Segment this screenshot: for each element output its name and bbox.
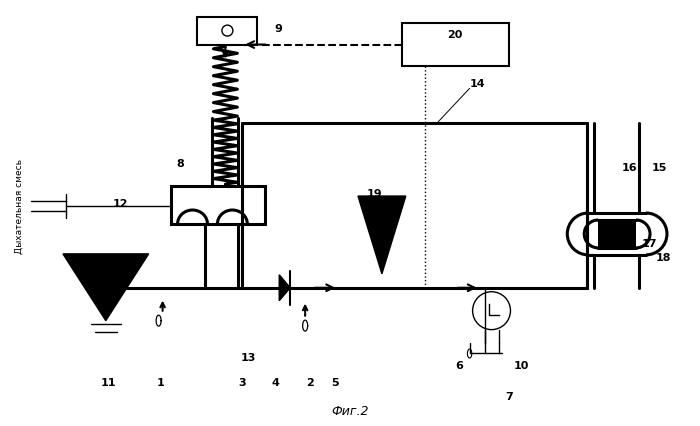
Polygon shape xyxy=(279,275,290,301)
Text: Фиг.2: Фиг.2 xyxy=(331,405,369,418)
Text: 1: 1 xyxy=(157,378,164,389)
Text: 16: 16 xyxy=(622,163,637,173)
Polygon shape xyxy=(63,254,148,321)
Text: 2: 2 xyxy=(307,378,314,389)
Text: 6: 6 xyxy=(456,360,463,371)
Text: 15: 15 xyxy=(651,163,666,173)
Bar xyxy=(598,220,636,248)
Text: 4: 4 xyxy=(272,378,279,389)
Text: 13: 13 xyxy=(241,353,256,363)
Text: 19: 19 xyxy=(367,189,383,199)
Text: 3: 3 xyxy=(239,378,246,389)
Text: 7: 7 xyxy=(505,392,513,403)
Bar xyxy=(171,186,265,224)
Text: 17: 17 xyxy=(641,239,657,249)
Text: 8: 8 xyxy=(176,159,184,169)
Text: 5: 5 xyxy=(331,378,339,389)
Text: 20: 20 xyxy=(447,29,462,40)
Text: 12: 12 xyxy=(113,199,129,209)
Text: 10: 10 xyxy=(514,360,529,371)
Bar xyxy=(197,17,258,45)
Bar xyxy=(402,23,510,66)
Polygon shape xyxy=(358,196,406,274)
Text: 11: 11 xyxy=(101,378,116,389)
Text: Дыхательная смесь: Дыхательная смесь xyxy=(15,158,24,253)
Text: 18: 18 xyxy=(655,253,671,263)
Text: 9: 9 xyxy=(274,23,282,34)
Text: 14: 14 xyxy=(470,79,485,89)
